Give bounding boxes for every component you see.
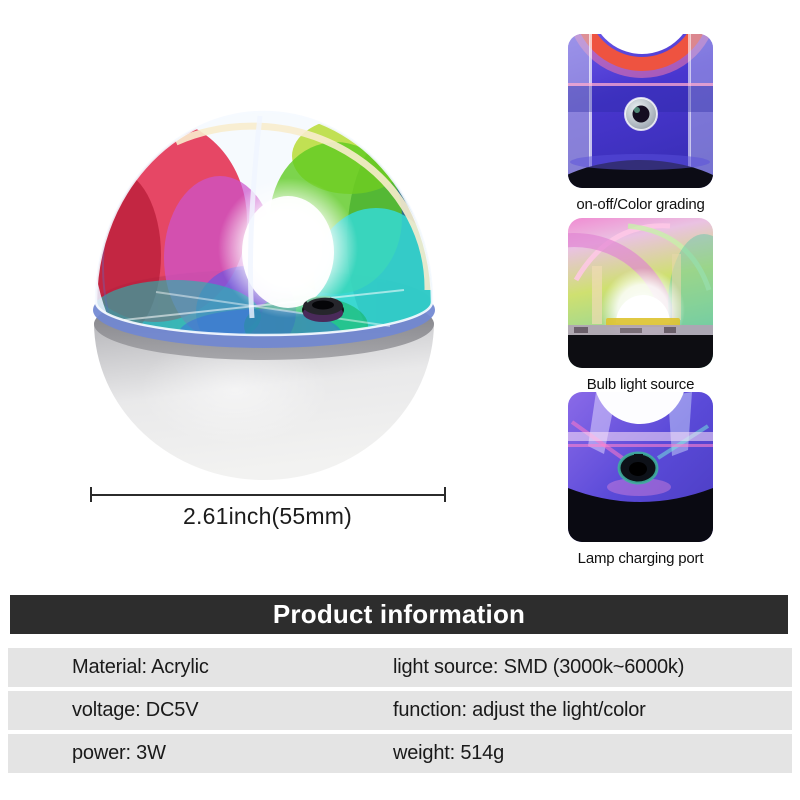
acrylic-dome-lamp-illustration: [93, 110, 435, 480]
spec-weight: weight: 514g: [393, 742, 505, 764]
dimension-label: 2.61inch(55mm): [183, 503, 352, 529]
onoff-button-photo: [568, 34, 713, 188]
spec-voltage: voltage: DC5V: [72, 699, 199, 721]
thumbnail-charging-port: Lamp charging port: [568, 392, 713, 567]
dimension-tick-right: [444, 487, 446, 502]
product-information-title: Product information: [272, 599, 526, 629]
bulb-light-source-photo: [568, 218, 713, 368]
spec-material: Material: Acrylic: [72, 656, 209, 678]
thumbnail-charging-port-caption: Lamp charging port: [577, 550, 704, 567]
spec-function: function: adjust the light/color: [393, 699, 646, 721]
thumbnail-onoff-caption: on-off/Color grading: [576, 196, 705, 213]
dimension-line: [90, 494, 445, 496]
spec-power: power: 3W: [72, 742, 166, 764]
spec-row-voltage: voltage: DC5V function: adjust the light…: [8, 691, 792, 730]
dimension-tick-left: [90, 487, 92, 502]
product-information-header: Product information: [10, 595, 788, 634]
thumbnail-bulb: Bulb light source: [568, 218, 713, 393]
thumbnail-bulb-caption: Bulb light source: [586, 376, 695, 393]
thumbnail-onoff: on-off/Color grading: [568, 34, 713, 213]
spec-row-power: power: 3W weight: 514g: [8, 734, 792, 773]
spec-light-source: light source: SMD (3000k~6000k): [393, 656, 685, 678]
charging-port-photo: [568, 392, 713, 542]
spec-row-material: Material: Acrylic light source: SMD (300…: [8, 648, 792, 687]
main-product-photo: [60, 80, 480, 500]
